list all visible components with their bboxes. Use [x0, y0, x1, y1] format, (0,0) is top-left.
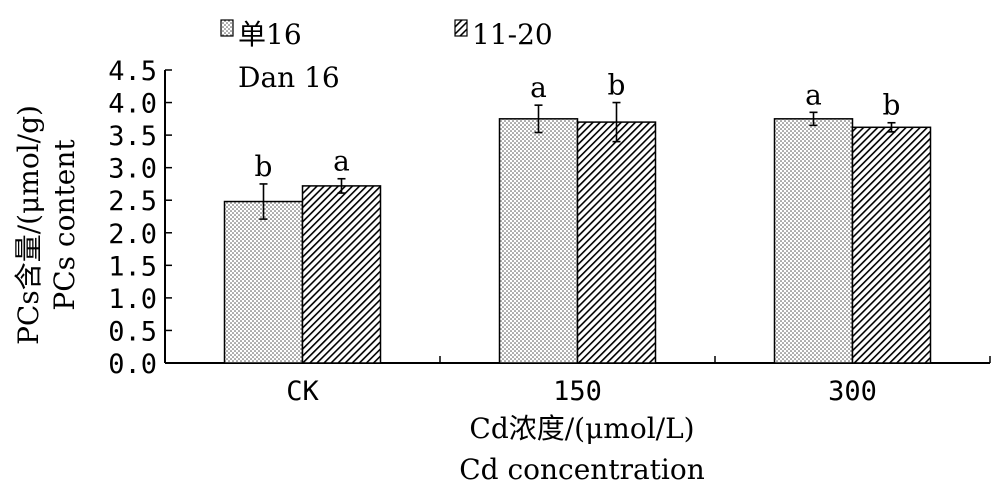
bar	[301, 185, 382, 364]
legend-label-series-1-en: Dan 16	[238, 61, 340, 94]
legend-swatch-series-1	[220, 19, 234, 37]
significance-letter: b	[608, 69, 626, 102]
y-tick-label: 2.5	[108, 186, 157, 217]
legend-label-series-2: 11-20	[472, 18, 553, 51]
bar	[223, 200, 304, 364]
error-bars	[259, 101, 896, 220]
y-tick-label: 0.0	[108, 349, 157, 380]
y-tick-label: 1.0	[108, 284, 157, 315]
y-tick-label: 1.5	[108, 251, 157, 282]
significance-letter: b	[883, 89, 901, 122]
y-axis-label-en: PCs content	[48, 139, 81, 311]
bar	[851, 126, 932, 364]
x-tick-label: 300	[828, 376, 877, 407]
y-axis-label: PCs含量/(μmol/g)	[12, 105, 45, 345]
bar	[773, 118, 854, 364]
significance-letter: a	[805, 78, 822, 111]
y-tick-label: 4.0	[108, 89, 157, 120]
x-axis-label: Cd浓度/(μmol/L)	[469, 412, 694, 445]
x-axis-title: Cd浓度/(μmol/L) Cd concentration	[459, 412, 705, 486]
y-tick-label: 4.5	[108, 56, 157, 87]
y-tick-label: 2.0	[108, 219, 157, 250]
bar	[576, 121, 657, 364]
bar	[498, 118, 579, 364]
x-axis-label-en: Cd concentration	[459, 453, 705, 486]
y-ticks: 0.00.51.01.52.02.53.03.54.04.5	[108, 56, 172, 380]
x-ticks: CK 150 300	[286, 356, 991, 407]
y-tick-label: 3.5	[108, 121, 157, 152]
x-tick-label: CK	[286, 376, 319, 407]
y-tick-label: 0.5	[108, 316, 157, 347]
legend: 单16 Dan 16 11-20	[220, 18, 553, 94]
y-axis-title: PCs含量/(μmol/g) PCs content	[12, 105, 81, 345]
significance-letters: b a a b a b	[255, 69, 901, 183]
legend-swatch-series-2	[454, 19, 468, 37]
x-tick-label: 150	[553, 376, 602, 407]
bars	[223, 118, 932, 364]
significance-letter: b	[255, 150, 273, 183]
legend-label-series-1: 单16	[238, 18, 302, 51]
y-tick-label: 3.0	[108, 154, 157, 185]
significance-letter: a	[530, 71, 547, 104]
significance-letter: a	[333, 145, 350, 178]
